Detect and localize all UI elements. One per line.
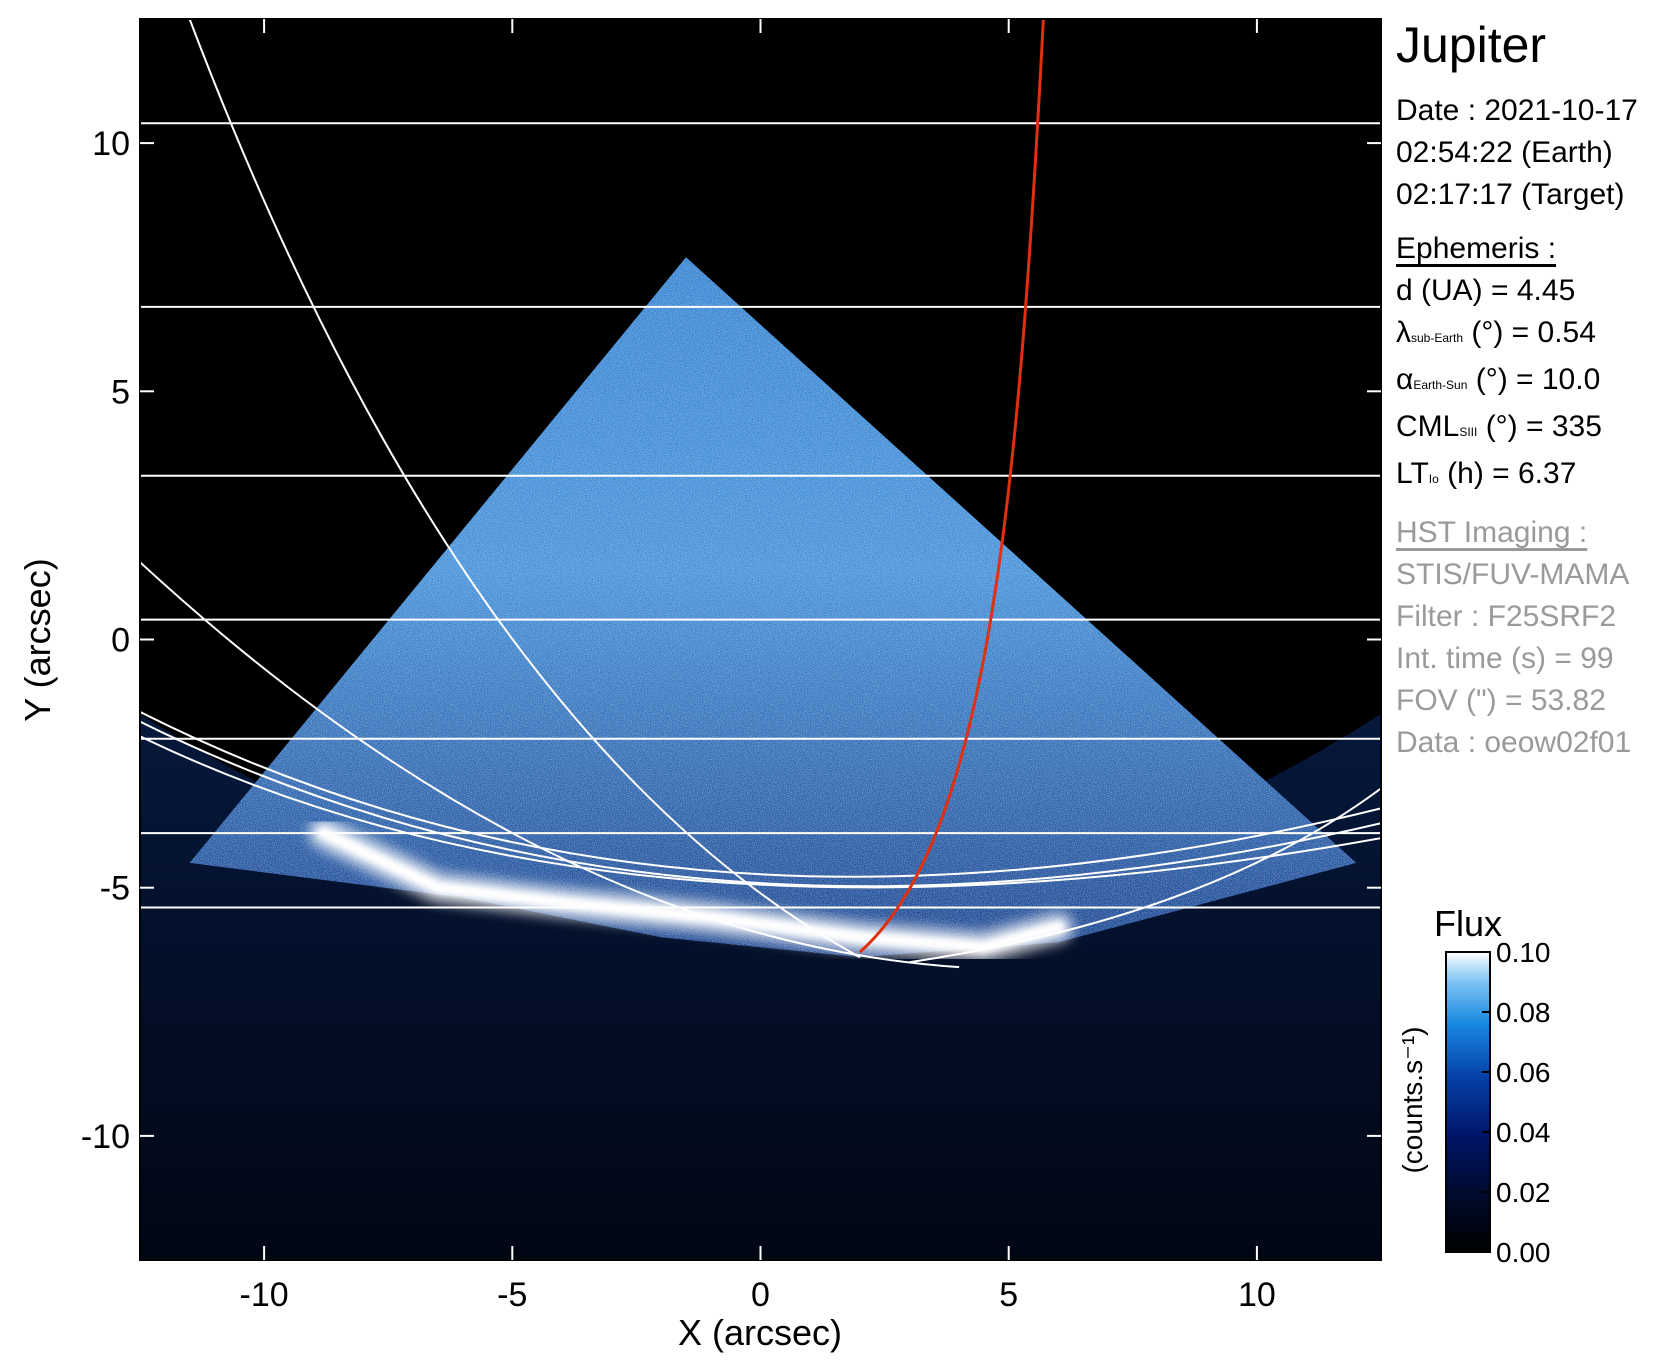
x-tick-label: 0 — [751, 1276, 770, 1314]
info-panel: Jupiter Date : 2021-10-17 02:54:22 (Eart… — [1396, 14, 1674, 764]
colorbar-tick-label: 0.04 — [1496, 1117, 1551, 1148]
x-tick-label: -10 — [240, 1276, 289, 1314]
target-time: 02:17:17 (Target) — [1396, 178, 1625, 211]
lt-symbol: LT — [1396, 457, 1429, 490]
detector-noise — [189, 257, 1357, 958]
alpha-symbol: α — [1396, 363, 1414, 396]
lambda-symbol: λ — [1396, 316, 1411, 349]
colorbar-label: (counts.s⁻¹) — [1397, 1026, 1428, 1173]
x-tick-label: -5 — [497, 1276, 527, 1314]
x-tick-label: 5 — [999, 1276, 1018, 1314]
colorbar-tick-label: 0.06 — [1496, 1057, 1551, 1088]
field-of-view: FOV (") = 53.82 — [1396, 684, 1606, 717]
grid-meridian-arc — [140, 710, 1381, 878]
hst-header: HST Imaging : — [1396, 516, 1588, 549]
lambda-subscript: sub-Earth — [1411, 331, 1464, 345]
grid-meridian-arc — [909, 787, 1381, 964]
x-axis-ticks: -10 -5 0 5 10 — [240, 19, 1276, 1314]
ephemeris-header: Ephemeris : — [1396, 232, 1557, 265]
grid-meridian-arc — [140, 735, 1381, 889]
y-tick-label: 10 — [92, 125, 130, 163]
y-tick-label: -5 — [100, 870, 130, 908]
x-tick-label: 10 — [1238, 1276, 1276, 1314]
instrument: STIS/FUV-MAMA — [1396, 558, 1630, 591]
io-local-time: LTIo (h) = 6.37 — [1396, 453, 1674, 500]
filter: Filter : F25SRF2 — [1396, 600, 1617, 633]
planet-name: Jupiter — [1396, 17, 1547, 73]
io-footprint-curve — [858, 19, 1045, 954]
cml-value: (°) = 335 — [1477, 410, 1602, 443]
colorbar-tick-label: 0.10 — [1496, 937, 1551, 968]
integration-time: Int. time (s) = 99 — [1396, 642, 1614, 675]
lambda-value: (°) = 0.54 — [1463, 316, 1596, 349]
planetographic-grid — [140, 19, 1381, 969]
alpha-subscript: Earth-Sun — [1413, 378, 1468, 392]
date-line: Date : 2021-10-17 — [1396, 94, 1638, 127]
y-tick-label: -10 — [81, 1118, 130, 1156]
colorbar-title: Flux — [1434, 903, 1502, 944]
cml-subscript: SIII — [1459, 425, 1478, 439]
lt-subscript: Io — [1428, 472, 1439, 486]
jupiter-disk — [140, 714, 1381, 1260]
y-axis-ticks: 10 5 0 -5 -10 — [81, 125, 1381, 1156]
colorbar-tick-label: 0.02 — [1496, 1177, 1551, 1208]
colorbar-tick-label: 0.08 — [1496, 997, 1551, 1028]
y-axis-label: Y (arcsec) — [17, 558, 58, 721]
data-id: Data : oeow02f01 — [1396, 726, 1632, 759]
colorbar-tick-label: 0.00 — [1496, 1237, 1551, 1268]
central-meridian-longitude: CMLSIII (°) = 335 — [1396, 406, 1674, 453]
sub-earth-latitude: λsub-Earth (°) = 0.54 — [1396, 312, 1674, 359]
y-tick-label: 5 — [111, 373, 130, 411]
cml-symbol: CML — [1396, 410, 1460, 443]
colorbar — [1445, 951, 1491, 1253]
alpha-value: (°) = 10.0 — [1467, 363, 1601, 396]
earth-time: 02:54:22 (Earth) — [1396, 136, 1613, 169]
grid-meridian-arc — [140, 560, 960, 969]
phase-angle: αEarth-Sun (°) = 10.0 — [1396, 359, 1674, 406]
x-axis-label: X (arcsec) — [678, 1312, 842, 1353]
y-tick-label: 0 — [111, 622, 130, 660]
lt-value: (h) = 6.37 — [1438, 457, 1577, 490]
colorbar-ticks: 0.10 0.08 0.06 0.04 0.02 0.00 — [1482, 937, 1551, 1268]
distance-value: d (UA) = 4.45 — [1396, 274, 1576, 307]
grid-meridian-arc — [140, 720, 1381, 888]
